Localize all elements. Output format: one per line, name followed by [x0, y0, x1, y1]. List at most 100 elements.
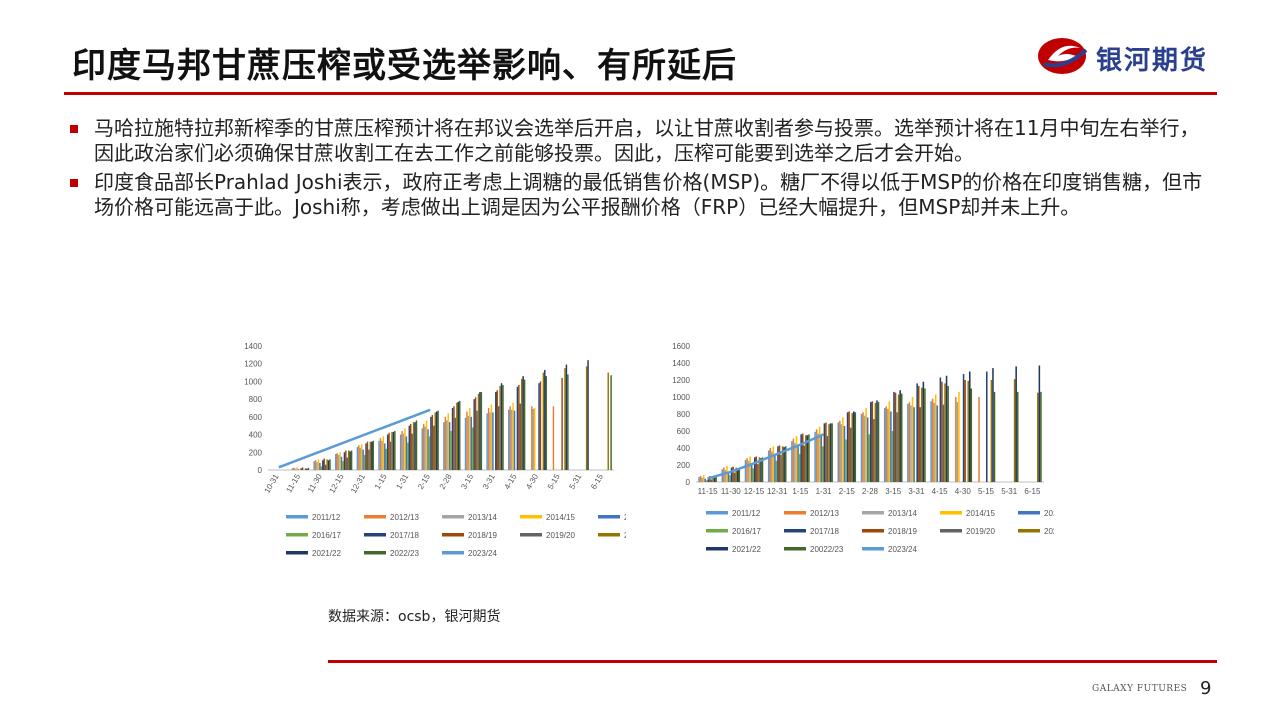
bar — [794, 442, 796, 482]
bar — [411, 433, 413, 470]
bar — [970, 388, 973, 482]
bar — [760, 458, 762, 482]
legend-label: 2021/22 — [312, 549, 341, 558]
x-tick-label: 1-15 — [792, 487, 809, 496]
x-tick-label: 5-15 — [978, 487, 995, 496]
bar — [829, 423, 832, 482]
bar — [301, 467, 304, 470]
bar — [808, 434, 810, 482]
bar — [414, 422, 416, 470]
bar — [294, 468, 297, 470]
bar — [839, 420, 841, 482]
bar — [516, 386, 519, 470]
bar — [323, 458, 325, 470]
bar — [883, 408, 886, 482]
bar — [885, 406, 888, 482]
x-tick-label: 3-15 — [885, 487, 902, 496]
bar — [797, 444, 799, 482]
bar — [378, 440, 380, 470]
bar — [775, 460, 778, 482]
x-tick-label: 6-15 — [1024, 487, 1041, 496]
bullet-square-icon — [70, 125, 78, 133]
bar — [404, 428, 406, 470]
legend-label: 2023/24 — [468, 549, 497, 558]
bar — [544, 369, 546, 470]
bar — [531, 406, 533, 470]
legend-swatch — [286, 551, 308, 555]
legend-label: 2011/12 — [312, 513, 341, 522]
legend-swatch — [520, 515, 542, 519]
bar — [437, 410, 439, 470]
bar — [826, 436, 829, 482]
bar — [402, 433, 405, 470]
bar — [931, 398, 934, 482]
bar — [345, 450, 347, 470]
bar — [307, 467, 310, 470]
y-tick-label: 1400 — [672, 359, 690, 368]
bar — [1015, 366, 1017, 482]
bar — [499, 385, 501, 470]
bar — [868, 434, 870, 482]
bar — [791, 441, 793, 482]
bar — [391, 431, 393, 470]
bar — [421, 428, 423, 470]
bar — [456, 402, 458, 470]
bar — [778, 445, 781, 482]
bar — [801, 433, 804, 482]
y-tick-label: 1600 — [672, 342, 690, 351]
y-tick-label: 0 — [686, 478, 691, 487]
bar — [291, 468, 294, 470]
bar — [492, 412, 494, 470]
bar — [936, 405, 939, 482]
bar — [451, 408, 454, 470]
bar — [990, 380, 993, 482]
bar — [893, 391, 895, 482]
chart-left-svg: 0 200 400 600 800 1000 1200 1400 10-31 11-15 11-30… — [244, 342, 626, 558]
legend-label: 2019/20 — [546, 531, 575, 540]
bar — [385, 448, 387, 470]
bar — [924, 388, 926, 482]
bar — [433, 425, 435, 470]
bar — [392, 431, 395, 470]
legend-label: 2022/23 — [390, 549, 419, 558]
bar — [453, 406, 455, 470]
bar — [713, 477, 716, 482]
bar — [897, 394, 900, 482]
x-tick-label: 2-28 — [438, 472, 454, 491]
bar — [496, 390, 498, 470]
bar — [476, 410, 478, 470]
bar — [986, 371, 988, 482]
y-tick-label: 1400 — [244, 342, 262, 351]
bar — [706, 480, 708, 482]
bar — [410, 423, 412, 470]
series-line — [278, 408, 431, 469]
x-tick-label: 4-30 — [955, 487, 972, 496]
bar — [894, 392, 897, 482]
legend-swatch — [598, 515, 620, 519]
bar — [466, 411, 468, 470]
bar — [401, 431, 403, 470]
bar — [818, 426, 821, 482]
x-tick-label: 2-15 — [416, 472, 432, 491]
bar — [446, 420, 448, 470]
bar — [389, 441, 392, 470]
x-tick-label: 4-15 — [932, 487, 949, 496]
bar — [490, 404, 493, 470]
legend-swatch — [1018, 511, 1040, 515]
bar — [817, 433, 819, 482]
legend-swatch — [862, 511, 884, 515]
bar — [916, 383, 918, 482]
bar — [758, 457, 761, 482]
bar — [862, 412, 864, 482]
bar — [735, 467, 737, 482]
legend-label: 20022/23 — [810, 545, 844, 554]
x-tick-label: 2-28 — [862, 487, 879, 496]
bar — [519, 403, 522, 470]
y-tick-label: 1200 — [672, 376, 690, 385]
bar — [538, 383, 540, 470]
bar — [874, 402, 877, 482]
bar — [523, 379, 526, 470]
x-tick-label: 11-15 — [698, 487, 718, 496]
bar — [542, 372, 545, 470]
bar — [967, 380, 969, 482]
